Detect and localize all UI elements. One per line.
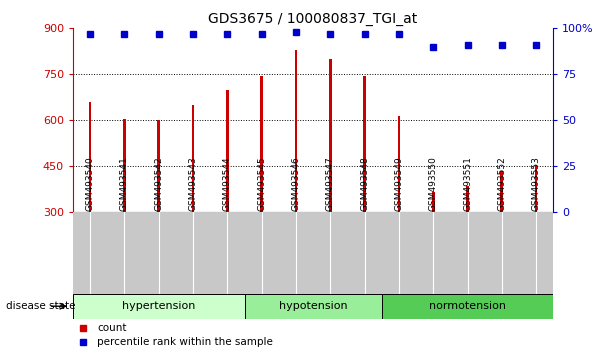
Bar bbox=[73, 294, 244, 319]
Title: GDS3675 / 100080837_TGI_at: GDS3675 / 100080837_TGI_at bbox=[209, 12, 418, 26]
Bar bbox=[363, 76, 366, 212]
Text: disease state: disease state bbox=[6, 301, 75, 311]
Bar bbox=[89, 102, 91, 212]
Bar bbox=[157, 120, 160, 212]
Bar bbox=[244, 294, 382, 319]
Bar bbox=[466, 186, 469, 212]
Bar bbox=[535, 165, 537, 212]
Bar bbox=[295, 50, 297, 212]
Bar bbox=[432, 193, 435, 212]
Bar bbox=[398, 116, 400, 212]
Text: hypertension: hypertension bbox=[122, 301, 195, 311]
Bar bbox=[500, 171, 503, 212]
Bar bbox=[226, 90, 229, 212]
Text: count: count bbox=[97, 323, 126, 333]
Text: normotension: normotension bbox=[429, 301, 506, 311]
Bar bbox=[123, 119, 126, 212]
Bar bbox=[382, 294, 553, 319]
Bar bbox=[192, 105, 195, 212]
Text: percentile rank within the sample: percentile rank within the sample bbox=[97, 337, 273, 348]
Bar bbox=[329, 59, 331, 212]
Text: hypotension: hypotension bbox=[279, 301, 347, 311]
Bar bbox=[260, 76, 263, 212]
